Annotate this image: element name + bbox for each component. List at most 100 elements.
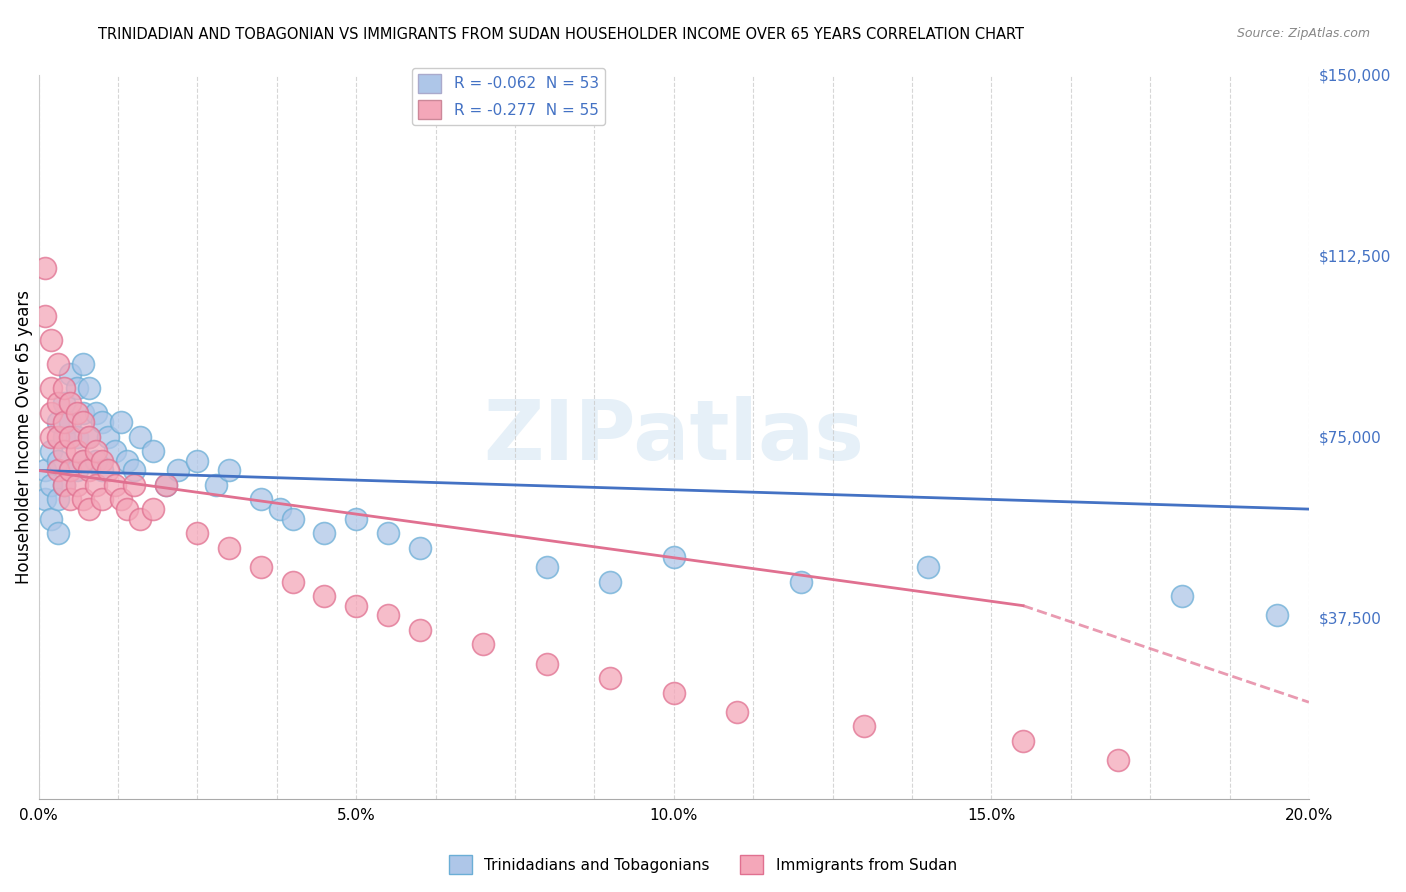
Point bbox=[39, 381, 62, 395]
Point bbox=[34, 309, 56, 323]
Point bbox=[52, 478, 75, 492]
Point bbox=[344, 512, 367, 526]
Point bbox=[72, 357, 94, 371]
Point bbox=[155, 478, 177, 492]
Point bbox=[59, 415, 82, 429]
Point bbox=[34, 463, 56, 477]
Point bbox=[110, 492, 132, 507]
Point bbox=[39, 333, 62, 347]
Point bbox=[110, 415, 132, 429]
Point bbox=[314, 589, 336, 603]
Point bbox=[79, 502, 101, 516]
Point bbox=[917, 560, 939, 574]
Point bbox=[39, 430, 62, 444]
Point bbox=[117, 502, 139, 516]
Point bbox=[662, 685, 685, 699]
Point bbox=[377, 526, 399, 541]
Point bbox=[142, 444, 165, 458]
Point bbox=[218, 541, 240, 555]
Point bbox=[46, 430, 69, 444]
Point bbox=[536, 657, 558, 671]
Point bbox=[344, 599, 367, 613]
Point bbox=[66, 444, 89, 458]
Point bbox=[725, 705, 748, 719]
Point bbox=[1265, 608, 1288, 623]
Point bbox=[97, 463, 120, 477]
Point bbox=[129, 430, 152, 444]
Y-axis label: Householder Income Over 65 years: Householder Income Over 65 years bbox=[15, 290, 32, 583]
Point bbox=[472, 637, 495, 651]
Point bbox=[662, 550, 685, 565]
Point bbox=[122, 463, 145, 477]
Point bbox=[66, 478, 89, 492]
Legend: R = -0.062  N = 53, R = -0.277  N = 55: R = -0.062 N = 53, R = -0.277 N = 55 bbox=[412, 68, 605, 125]
Point bbox=[91, 415, 114, 429]
Point bbox=[72, 405, 94, 419]
Point bbox=[155, 478, 177, 492]
Point bbox=[599, 574, 621, 589]
Point bbox=[91, 454, 114, 468]
Point bbox=[72, 415, 94, 429]
Point bbox=[91, 492, 114, 507]
Point bbox=[104, 478, 127, 492]
Point bbox=[46, 454, 69, 468]
Point bbox=[314, 526, 336, 541]
Legend: Trinidadians and Tobagonians, Immigrants from Sudan: Trinidadians and Tobagonians, Immigrants… bbox=[443, 849, 963, 880]
Point bbox=[250, 492, 273, 507]
Point bbox=[186, 526, 208, 541]
Point bbox=[790, 574, 813, 589]
Point bbox=[34, 492, 56, 507]
Point bbox=[34, 260, 56, 275]
Point bbox=[52, 396, 75, 410]
Point bbox=[66, 463, 89, 477]
Point bbox=[52, 381, 75, 395]
Point bbox=[117, 454, 139, 468]
Point bbox=[853, 719, 876, 733]
Point bbox=[39, 478, 62, 492]
Point bbox=[52, 444, 75, 458]
Point bbox=[52, 430, 75, 444]
Point bbox=[281, 512, 304, 526]
Point bbox=[79, 463, 101, 477]
Point bbox=[408, 623, 430, 637]
Point bbox=[79, 430, 101, 444]
Point bbox=[66, 405, 89, 419]
Point bbox=[52, 478, 75, 492]
Point bbox=[46, 526, 69, 541]
Text: TRINIDADIAN AND TOBAGONIAN VS IMMIGRANTS FROM SUDAN HOUSEHOLDER INCOME OVER 65 Y: TRINIDADIAN AND TOBAGONIAN VS IMMIGRANTS… bbox=[98, 27, 1025, 42]
Point bbox=[72, 492, 94, 507]
Point bbox=[59, 463, 82, 477]
Point bbox=[1171, 589, 1194, 603]
Point bbox=[72, 454, 94, 468]
Point bbox=[1107, 753, 1129, 767]
Point bbox=[97, 430, 120, 444]
Point bbox=[250, 560, 273, 574]
Point bbox=[72, 454, 94, 468]
Point bbox=[142, 502, 165, 516]
Point bbox=[46, 396, 69, 410]
Point bbox=[66, 381, 89, 395]
Point bbox=[122, 478, 145, 492]
Point bbox=[536, 560, 558, 574]
Point bbox=[79, 430, 101, 444]
Point bbox=[104, 444, 127, 458]
Point bbox=[84, 405, 107, 419]
Point bbox=[46, 492, 69, 507]
Point bbox=[39, 444, 62, 458]
Point bbox=[84, 444, 107, 458]
Point bbox=[281, 574, 304, 589]
Point bbox=[59, 463, 82, 477]
Text: Source: ZipAtlas.com: Source: ZipAtlas.com bbox=[1237, 27, 1371, 40]
Point bbox=[39, 512, 62, 526]
Point bbox=[1012, 734, 1035, 748]
Point bbox=[408, 541, 430, 555]
Point bbox=[39, 405, 62, 419]
Point bbox=[46, 415, 69, 429]
Point bbox=[91, 463, 114, 477]
Point bbox=[84, 454, 107, 468]
Point bbox=[599, 671, 621, 685]
Point bbox=[167, 463, 190, 477]
Point bbox=[377, 608, 399, 623]
Text: ZIPatlas: ZIPatlas bbox=[484, 396, 865, 477]
Point bbox=[218, 463, 240, 477]
